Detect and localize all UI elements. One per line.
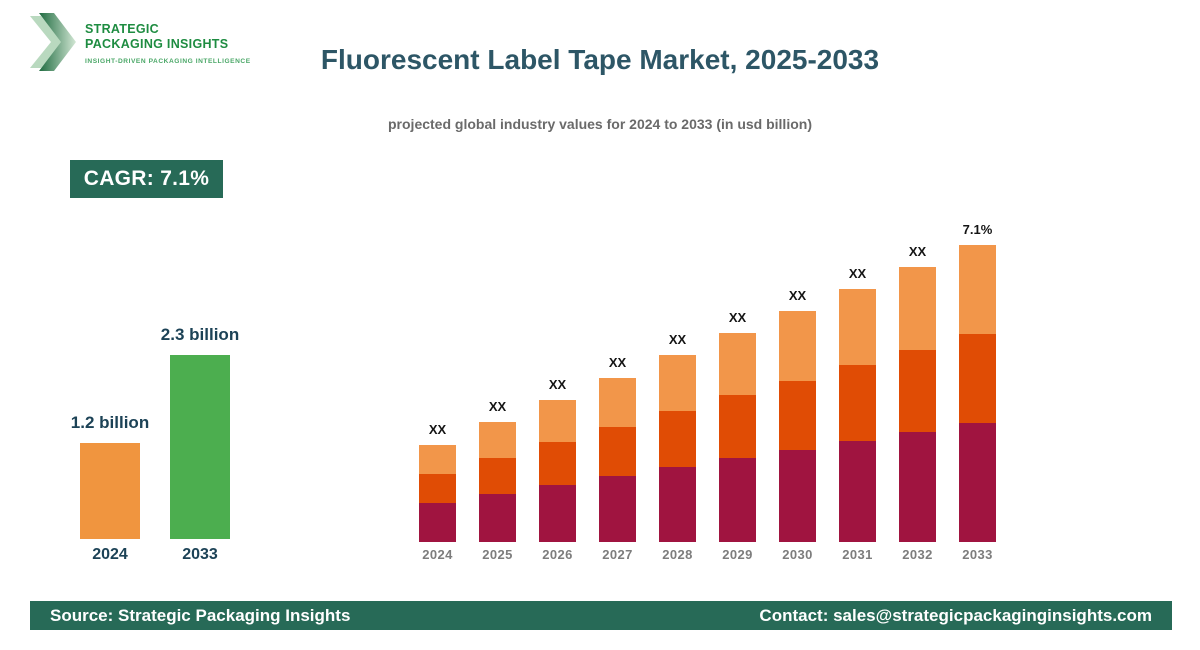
bar-2028-segment-top <box>659 355 696 411</box>
bar-2031-segment-bottom <box>839 441 876 542</box>
logo-text: STRATEGIC PACKAGING INSIGHTS INSIGHT-DRI… <box>85 13 251 65</box>
logo-tagline: INSIGHT-DRIVEN PACKAGING INTELLIGENCE <box>85 57 251 65</box>
bar-2026-segment-top <box>539 400 576 442</box>
logo-name-line2: PACKAGING INSIGHTS <box>85 36 229 51</box>
bar-value-label-2030: XX <box>788 288 807 303</box>
bar-year-label-2029: 2029 <box>722 547 753 562</box>
bar-value-label-2024: XX <box>428 422 447 437</box>
footer-bar: Source: Strategic Packaging Insights Con… <box>30 601 1172 630</box>
bar-2033-segment-top <box>959 245 996 334</box>
bar-value-label-2031: XX <box>848 266 867 281</box>
bar-2029-segment-middle <box>719 395 756 458</box>
bar-2029-segment-bottom <box>719 458 756 542</box>
bar-year-label-2030: 2030 <box>782 547 813 562</box>
stacked-bar-2024: XX 2024 <box>419 422 456 562</box>
annual-projection-chart: XX 2024 XX 2025 XX 2026 XX 2027 XX 2028 XX 2029 XX 20… <box>400 200 1020 562</box>
bar-value-label-2033: 7.1% <box>962 222 993 237</box>
footer-source: Source: Strategic Packaging Insights <box>50 605 351 625</box>
bar-2028-segment-bottom <box>659 467 696 542</box>
bar-2033-segment-middle <box>959 334 996 423</box>
page-subtitle: projected global industry values for 202… <box>388 116 812 132</box>
bar-year-label-2033: 2033 <box>962 547 993 562</box>
cagr-badge: CAGR: 7.1% <box>70 160 223 198</box>
bar-value-label-2026: XX <box>548 377 567 392</box>
logo-chevron-icon <box>30 13 76 76</box>
bar-2032-segment-top <box>899 267 936 350</box>
mini-bar-2033 <box>170 355 230 539</box>
bar-value-label-2025: XX <box>488 399 507 414</box>
bar-2024-segment-middle <box>419 474 456 503</box>
logo-name-line1: STRATEGIC <box>85 22 159 36</box>
bar-year-label-2031: 2031 <box>842 547 873 562</box>
bar-2026-segment-middle <box>539 442 576 485</box>
bar-2028-segment-middle <box>659 411 696 467</box>
bar-year-label-2028: 2028 <box>662 547 693 562</box>
bar-year-label-2027: 2027 <box>602 547 633 562</box>
mini-chart-column-2024: 1.2 billion 2024 <box>71 413 149 564</box>
bar-2031-segment-top <box>839 289 876 365</box>
page-title: Fluorescent Label Tape Market, 2025-2033 <box>320 44 880 75</box>
stacked-bar-2032: XX 2032 <box>899 244 936 562</box>
bar-2030-segment-bottom <box>779 450 816 542</box>
stacked-bar-2025: XX 2025 <box>479 399 516 562</box>
bar-2029-segment-top <box>719 333 756 395</box>
stacked-bar-2028: XX 2028 <box>659 332 696 562</box>
bar-year-label-2026: 2026 <box>542 547 573 562</box>
bar-value-label-2029: XX <box>728 310 747 325</box>
bar-2032-segment-bottom <box>899 432 936 542</box>
stacked-bar-2030: XX 2030 <box>779 288 816 562</box>
growth-comparison-chart: 1.2 billion 2024 2.3 billion 2033 <box>50 318 290 564</box>
stacked-bar-2033: 7.1% 2033 <box>959 222 996 562</box>
stacked-bar-2031: XX 2031 <box>839 266 876 562</box>
bar-2024-segment-bottom <box>419 503 456 542</box>
stacked-bar-2027: XX 2027 <box>599 355 636 562</box>
footer-contact: Contact: sales@strategicpackaginginsight… <box>759 605 1152 625</box>
bar-2031-segment-middle <box>839 365 876 441</box>
bar-2030-segment-middle <box>779 381 816 450</box>
bar-2027-segment-top <box>599 378 636 427</box>
bar-2025-segment-top <box>479 422 516 458</box>
bar-2027-segment-middle <box>599 427 636 476</box>
company-logo: STRATEGIC PACKAGING INSIGHTS INSIGHT-DRI… <box>30 13 251 76</box>
bar-value-label-2027: XX <box>608 355 627 370</box>
mini-bar-value-label: 2.3 billion <box>160 325 240 344</box>
bar-year-label-2025: 2025 <box>482 547 513 562</box>
bar-2027-segment-bottom <box>599 476 636 542</box>
mini-bar-year-label: 2024 <box>92 546 128 563</box>
bar-2025-segment-middle <box>479 458 516 494</box>
mini-bar-year-label: 2033 <box>182 546 218 563</box>
bar-value-label-2028: XX <box>668 332 687 347</box>
stacked-bar-2026: XX 2026 <box>539 377 576 562</box>
stacked-bar-2029: XX 2029 <box>719 310 756 562</box>
bar-year-label-2024: 2024 <box>422 547 453 562</box>
bar-2024-segment-top <box>419 445 456 474</box>
bar-2026-segment-bottom <box>539 485 576 542</box>
bar-2032-segment-middle <box>899 350 936 432</box>
bar-year-label-2032: 2032 <box>902 547 933 562</box>
mini-chart-column-2033: 2.3 billion 2033 <box>161 325 239 564</box>
bar-2033-segment-bottom <box>959 423 996 542</box>
bar-2025-segment-bottom <box>479 494 516 542</box>
bar-value-label-2032: XX <box>908 244 927 259</box>
mini-bar-value-label: 1.2 billion <box>70 413 150 432</box>
bar-2030-segment-top <box>779 311 816 381</box>
mini-bar-2024 <box>80 443 140 539</box>
